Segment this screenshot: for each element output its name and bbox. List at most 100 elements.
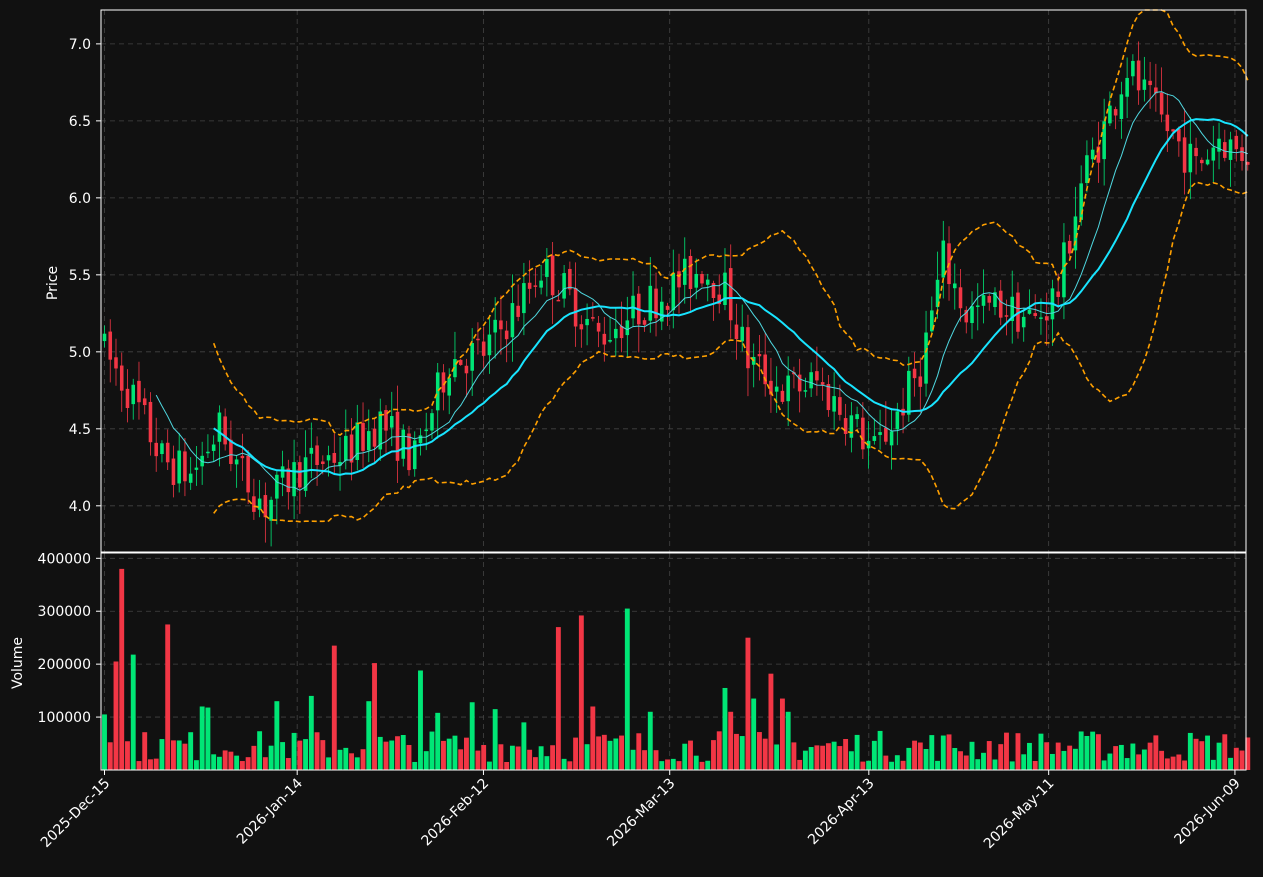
volume-bar	[1216, 742, 1222, 770]
volume-bar	[308, 695, 314, 770]
volume-bar	[1118, 744, 1124, 770]
candle-body	[993, 292, 997, 308]
candle-body	[286, 468, 291, 493]
volume-bar	[785, 711, 791, 770]
candle-body	[1131, 60, 1135, 77]
volume-bar	[538, 746, 544, 770]
volume-bar	[107, 742, 113, 770]
volume-bar	[119, 568, 125, 770]
volume-axis-label: Volume	[10, 637, 26, 689]
candle-body	[1228, 139, 1233, 160]
volume-bar	[659, 761, 665, 770]
candle-body	[648, 285, 653, 321]
volume-bar	[527, 749, 533, 770]
candle-body	[131, 384, 136, 405]
candle-body	[1217, 138, 1221, 152]
volume-bar	[446, 738, 452, 770]
candle-body	[797, 374, 802, 392]
volume-bar	[257, 731, 263, 770]
candle-body	[677, 271, 681, 288]
volume-bar	[1136, 754, 1142, 770]
candle-body	[1200, 159, 1204, 164]
volume-bar	[946, 734, 952, 770]
candle-body	[1033, 313, 1037, 317]
candle-body	[1119, 94, 1124, 119]
volume-bar	[894, 755, 900, 770]
volume-bar	[676, 761, 682, 770]
volume-bar	[1164, 758, 1170, 770]
candle-body	[591, 317, 595, 319]
candle-body	[861, 417, 865, 450]
volume-bar	[1210, 759, 1216, 770]
volume-bar	[871, 740, 877, 770]
candle-body	[981, 295, 986, 306]
candle-body	[562, 273, 566, 299]
candle-body	[924, 332, 928, 384]
candle-body	[820, 382, 825, 385]
candle-body	[705, 279, 710, 285]
candle-body	[682, 258, 687, 285]
volume-bar	[193, 760, 199, 770]
volume-bar	[630, 749, 636, 770]
candle-body	[1102, 121, 1106, 160]
volume-bar	[418, 670, 423, 770]
candle-body	[171, 458, 176, 485]
volume-bar	[1153, 735, 1159, 770]
volume-bar	[883, 755, 889, 770]
candle-body	[206, 451, 210, 454]
candle-body	[223, 416, 227, 445]
volume-bar	[188, 732, 194, 770]
candle-body	[487, 334, 492, 356]
candle-body	[579, 324, 584, 330]
price-tick-label: 6.0	[69, 191, 91, 207]
candle-body	[1108, 105, 1112, 124]
volume-bar	[768, 673, 774, 770]
candle-body	[441, 372, 446, 393]
volume-bar	[199, 706, 205, 770]
candle-body	[809, 372, 813, 389]
volume-bar	[441, 740, 446, 770]
candle-body	[269, 499, 273, 521]
volume-bar	[808, 747, 814, 770]
candle-body	[728, 268, 733, 321]
volume-bar	[969, 741, 975, 770]
volume-bar	[216, 756, 222, 770]
volume-bar	[509, 745, 515, 770]
candle-body	[550, 255, 555, 296]
volume-tick-label: 300000	[38, 604, 91, 620]
volume-bar	[406, 744, 412, 770]
volume-bar	[900, 760, 906, 770]
volume-bar	[636, 733, 642, 770]
candle-body	[430, 413, 434, 431]
candle-body	[177, 450, 181, 484]
candle-body	[671, 273, 676, 311]
volume-bar	[366, 701, 372, 770]
candle-body	[895, 411, 900, 430]
volume-bar	[1124, 758, 1130, 770]
volume-bar	[613, 738, 619, 770]
volume-bar	[1090, 731, 1096, 770]
candle-body	[119, 365, 124, 391]
volume-bar	[153, 758, 159, 770]
candle-body	[556, 299, 561, 302]
volume-bar	[699, 761, 705, 770]
volume-bar	[400, 734, 406, 770]
price-tick-label: 5.5	[69, 268, 91, 284]
candle-body	[619, 326, 624, 339]
candle-body	[1148, 80, 1152, 86]
volume-bar	[182, 743, 188, 770]
candle-body	[700, 274, 704, 284]
volume-bar	[314, 732, 320, 770]
volume-bars	[102, 568, 1251, 770]
volume-bar	[779, 698, 785, 770]
volume-bar	[1107, 753, 1113, 770]
volume-bar	[360, 749, 366, 770]
price-axis-label: Price	[45, 266, 61, 300]
volume-bar	[1021, 754, 1027, 770]
volume-bar	[619, 735, 625, 770]
candle-body	[234, 459, 239, 465]
volume-bar	[1239, 750, 1245, 770]
candle-body	[458, 359, 463, 365]
candle-body	[1004, 315, 1009, 317]
